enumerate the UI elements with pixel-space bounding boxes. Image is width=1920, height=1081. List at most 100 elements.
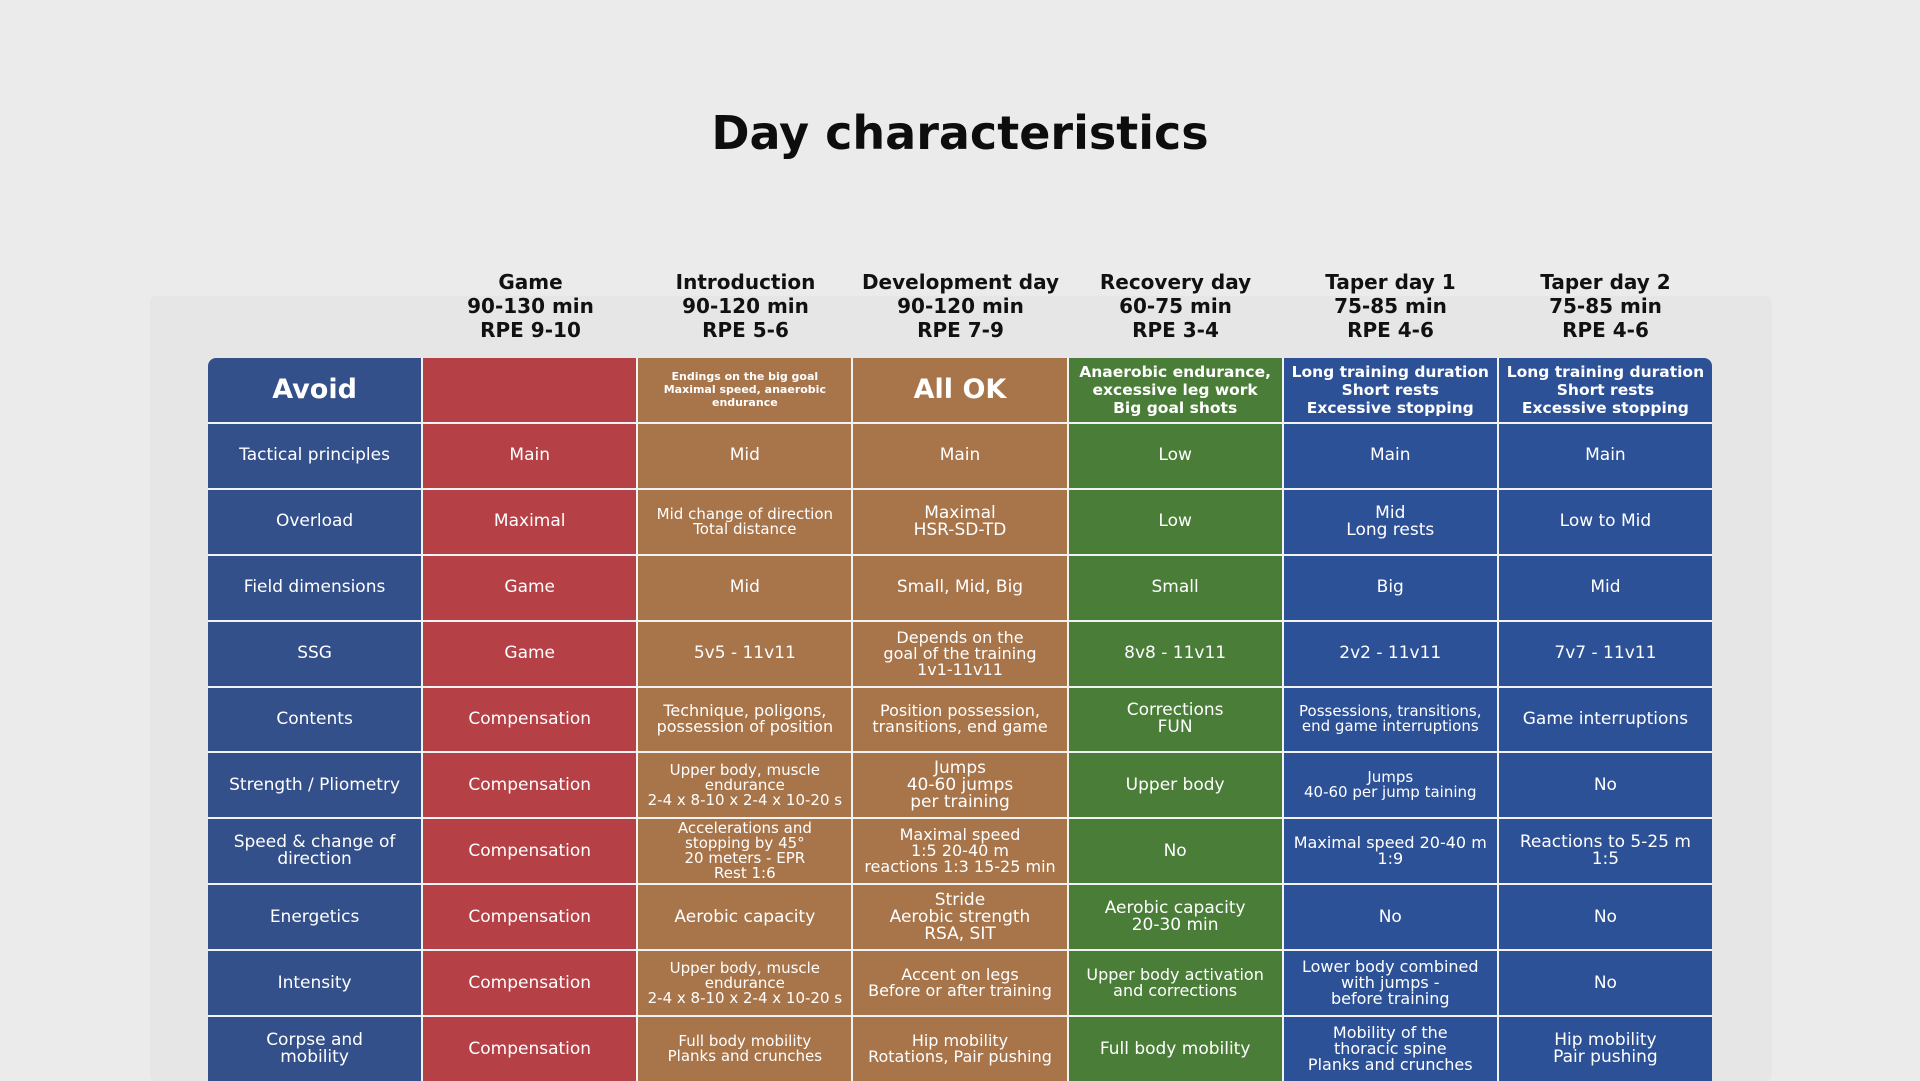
cell-energetics-introduction: Aerobic capacity xyxy=(638,885,852,950)
header-game: Game 90-130 min RPE 9-10 xyxy=(423,270,638,346)
row-label-tactical-principles: Tactical principles xyxy=(208,423,422,488)
row-label-avoid: Avoid xyxy=(208,358,422,422)
cell-overload-taper2: Low to Mid xyxy=(1498,489,1712,554)
cell-intensity-taper2: No xyxy=(1498,951,1712,1016)
cell-speed-taper1: Maximal speed 20-40 m 1:9 xyxy=(1283,819,1497,884)
cell-tactical-taper1: Main xyxy=(1283,423,1497,488)
cell-tactical-development: Main xyxy=(853,423,1067,488)
cell-ssg-recovery: 8v8 - 11v11 xyxy=(1068,621,1282,686)
cell-contents-taper1: Possessions, transitions, end game inter… xyxy=(1283,687,1497,752)
cell-energetics-taper1: No xyxy=(1283,885,1497,950)
header-taper-day-1: Taper day 1 75-85 min RPE 4-6 xyxy=(1283,270,1498,346)
cell-contents-game: Compensation xyxy=(423,687,637,752)
header-duration: 75-85 min xyxy=(1549,294,1662,318)
cell-avoid-game xyxy=(423,358,637,422)
cell-field-introduction: Mid xyxy=(638,555,852,620)
header-rpe: RPE 3-4 xyxy=(1132,318,1219,342)
cell-field-game: Game xyxy=(423,555,637,620)
cell-intensity-introduction: Upper body, muscle endurance 2-4 x 8-10 … xyxy=(638,951,852,1016)
cell-mobility-taper1: Mobility of the thoracic spine Planks an… xyxy=(1283,1017,1497,1081)
header-rpe: RPE 5-6 xyxy=(702,318,789,342)
cell-overload-taper1: Mid Long rests xyxy=(1283,489,1497,554)
cell-field-development: Small, Mid, Big xyxy=(853,555,1067,620)
cell-mobility-introduction: Full body mobility Planks and crunches xyxy=(638,1017,852,1081)
cell-mobility-recovery: Full body mobility xyxy=(1068,1017,1282,1081)
cell-tactical-recovery: Low xyxy=(1068,423,1282,488)
header-duration: 90-130 min xyxy=(467,294,594,318)
row-label-contents: Contents xyxy=(208,687,422,752)
cell-mobility-game: Compensation xyxy=(423,1017,637,1081)
cell-tactical-taper2: Main xyxy=(1498,423,1712,488)
header-rpe: RPE 7-9 xyxy=(917,318,1004,342)
cell-mobility-development: Hip mobility Rotations, Pair pushing xyxy=(853,1017,1067,1081)
row-label-strength-pliometry: Strength / Pliometry xyxy=(208,753,422,818)
cell-speed-recovery: No xyxy=(1068,819,1282,884)
column-headers: Game 90-130 min RPE 9-10 Introduction 90… xyxy=(208,270,1713,346)
cell-contents-taper2: Game interruptions xyxy=(1498,687,1712,752)
header-duration: 60-75 min xyxy=(1119,294,1232,318)
row-label-energetics: Energetics xyxy=(208,885,422,950)
page-title: Day characteristics xyxy=(711,106,1209,160)
characteristics-table: Avoid Endings on the big goal Maximal sp… xyxy=(208,358,1712,1081)
header-introduction: Introduction 90-120 min RPE 5-6 xyxy=(638,270,853,346)
row-label-ssg: SSG xyxy=(208,621,422,686)
cell-speed-taper2: Reactions to 5-25 m 1:5 xyxy=(1498,819,1712,884)
cell-tactical-game: Main xyxy=(423,423,637,488)
header-name: Recovery day xyxy=(1099,270,1252,294)
cell-strength-taper1: Jumps 40-60 per jump taining xyxy=(1283,753,1497,818)
cell-energetics-game: Compensation xyxy=(423,885,637,950)
cell-strength-introduction: Upper body, muscle endurance 2-4 x 8-10 … xyxy=(638,753,852,818)
row-label-corpse-and-mobility: Corpse and mobility xyxy=(208,1017,422,1081)
cell-avoid-taper1: Long training duration Short rests Exces… xyxy=(1283,358,1497,422)
cell-field-taper1: Big xyxy=(1283,555,1497,620)
cell-speed-development: Maximal speed 1:5 20-40 m reactions 1:3 … xyxy=(853,819,1067,884)
cell-overload-game: Maximal xyxy=(423,489,637,554)
cell-overload-recovery: Low xyxy=(1068,489,1282,554)
cell-strength-recovery: Upper body xyxy=(1068,753,1282,818)
header-rpe: RPE 4-6 xyxy=(1347,318,1434,342)
row-label-overload: Overload xyxy=(208,489,422,554)
cell-strength-game: Compensation xyxy=(423,753,637,818)
cell-avoid-taper2: Long training duration Short rests Exces… xyxy=(1498,358,1712,422)
cell-contents-introduction: Technique, poligons, possession of posit… xyxy=(638,687,852,752)
cell-ssg-introduction: 5v5 - 11v11 xyxy=(638,621,852,686)
cell-overload-introduction: Mid change of direction Total distance xyxy=(638,489,852,554)
cell-contents-development: Position possession, transitions, end ga… xyxy=(853,687,1067,752)
cell-field-recovery: Small xyxy=(1068,555,1282,620)
header-name: Taper day 2 xyxy=(1540,270,1671,294)
header-duration: 90-120 min xyxy=(897,294,1024,318)
cell-energetics-recovery: Aerobic capacity 20-30 min xyxy=(1068,885,1282,950)
header-corner xyxy=(208,270,423,346)
header-name: Development day xyxy=(861,270,1060,294)
header-development-day: Development day 90-120 min RPE 7-9 xyxy=(853,270,1068,346)
cell-speed-introduction: Accelerations and stopping by 45° 20 met… xyxy=(638,819,852,884)
cell-field-taper2: Mid xyxy=(1498,555,1712,620)
header-duration: 90-120 min xyxy=(682,294,809,318)
header-name: Game xyxy=(498,270,563,294)
cell-avoid-introduction: Endings on the big goal Maximal speed, a… xyxy=(638,358,852,422)
cell-ssg-game: Game xyxy=(423,621,637,686)
cell-avoid-development: All OK xyxy=(853,358,1067,422)
cell-mobility-taper2: Hip mobility Pair pushing xyxy=(1498,1017,1712,1081)
cell-strength-taper2: No xyxy=(1498,753,1712,818)
cell-intensity-game: Compensation xyxy=(423,951,637,1016)
cell-contents-recovery: Corrections FUN xyxy=(1068,687,1282,752)
cell-strength-development: Jumps 40-60 jumps per training xyxy=(853,753,1067,818)
header-taper-day-2: Taper day 2 75-85 min RPE 4-6 xyxy=(1498,270,1713,346)
header-duration: 75-85 min xyxy=(1334,294,1447,318)
cell-intensity-development: Accent on legs Before or after training xyxy=(853,951,1067,1016)
cell-intensity-taper1: Lower body combined with jumps - before … xyxy=(1283,951,1497,1016)
header-name: Taper day 1 xyxy=(1325,270,1456,294)
cell-energetics-taper2: No xyxy=(1498,885,1712,950)
row-label-field-dimensions: Field dimensions xyxy=(208,555,422,620)
cell-ssg-taper1: 2v2 - 11v11 xyxy=(1283,621,1497,686)
row-label-speed-change-of-direction: Speed & change of direction xyxy=(208,819,422,884)
cell-ssg-development: Depends on the goal of the training 1v1-… xyxy=(853,621,1067,686)
header-rpe: RPE 9-10 xyxy=(480,318,581,342)
cell-ssg-taper2: 7v7 - 11v11 xyxy=(1498,621,1712,686)
header-name: Introduction xyxy=(675,270,816,294)
cell-energetics-development: Stride Aerobic strength RSA, SIT xyxy=(853,885,1067,950)
cell-tactical-introduction: Mid xyxy=(638,423,852,488)
cell-overload-development: Maximal HSR-SD-TD xyxy=(853,489,1067,554)
cell-intensity-recovery: Upper body activation and corrections xyxy=(1068,951,1282,1016)
